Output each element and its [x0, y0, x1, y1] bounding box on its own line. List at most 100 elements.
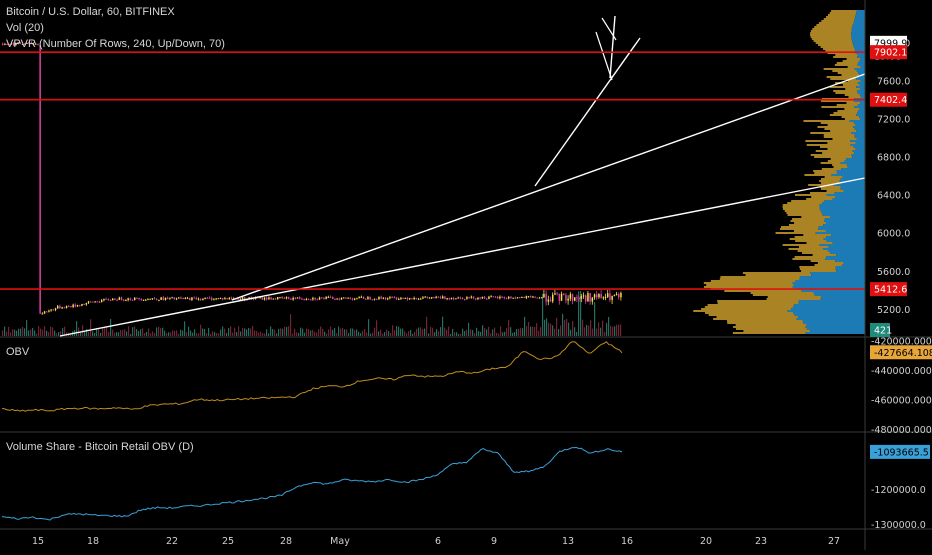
level-tag-bg — [870, 282, 907, 297]
candle-body — [580, 296, 583, 299]
vpvr-row-up — [853, 22, 865, 24]
volume-bar — [352, 328, 354, 336]
candle-body — [384, 297, 387, 300]
candle-body — [41, 313, 44, 315]
candle-body — [94, 301, 96, 303]
candle-body — [398, 298, 400, 300]
vpvr-row-down — [742, 272, 811, 274]
vpvr-row-up — [860, 80, 865, 82]
volume-bar — [614, 326, 616, 336]
volume-bar — [128, 326, 130, 336]
candle-body — [578, 297, 580, 299]
vpvr-row-up — [858, 72, 865, 74]
vol-legend[interactable]: Vol (20) — [6, 22, 44, 34]
vpvr-row-down — [820, 186, 841, 188]
vpvr-row-up — [860, 88, 865, 90]
volume-bar — [30, 329, 32, 336]
vpvr-row-up — [798, 316, 865, 318]
volume-bar — [274, 329, 276, 336]
candle-body — [563, 293, 565, 295]
candle-body — [428, 297, 431, 299]
volume-bar — [472, 330, 474, 336]
vpvr-row-up — [857, 64, 865, 66]
vpvr-row-up — [857, 54, 865, 56]
vpvr-row-up — [850, 144, 865, 146]
volume-bar — [468, 322, 470, 336]
vpvr-row-up — [818, 228, 865, 230]
candle-body — [131, 299, 134, 301]
vpvr-row-up — [801, 290, 865, 292]
volume-bar — [130, 333, 132, 336]
trendline — [609, 15, 616, 79]
candle-body — [208, 297, 211, 299]
vpvr-row-down — [705, 312, 794, 314]
vpvr-legend[interactable]: VPVR (Number Of Rows, 240, Up/Down, 70) — [6, 38, 225, 50]
vpvr-row-down — [829, 12, 857, 14]
obv-tick-label: -420000.0000 — [871, 336, 932, 347]
volume-bar — [114, 332, 116, 336]
candle-body — [105, 298, 107, 300]
vpvr-row-down — [735, 324, 807, 326]
volume-bar — [198, 333, 200, 336]
candle-body — [272, 298, 275, 300]
trendline — [231, 73, 866, 301]
symbol-legend[interactable]: Bitcoin / U.S. Dollar, 60, BITFINEX — [6, 6, 175, 18]
time-tick-label: 22 — [166, 536, 178, 547]
volume-bar — [416, 328, 418, 336]
vpvr-row-down — [820, 178, 841, 180]
volume-bar — [422, 329, 424, 336]
candle-body — [211, 297, 213, 300]
volume-bar — [176, 330, 178, 336]
candle-body — [156, 299, 158, 301]
time-tick-label: 9 — [491, 536, 497, 547]
candle-body — [274, 298, 277, 300]
volume-bar — [100, 332, 102, 336]
vpvr-row-down — [797, 250, 828, 252]
vpvr-row-up — [792, 282, 865, 284]
volume-bar — [450, 333, 452, 336]
volume-bar — [110, 319, 112, 336]
volume-bar — [342, 327, 344, 336]
vpvr-row-down — [804, 174, 832, 176]
candle-body — [497, 296, 499, 299]
vpvr-row-up — [825, 230, 865, 232]
volume-tag: 421 — [870, 323, 892, 337]
volume-bar — [56, 333, 58, 336]
candle-body — [503, 297, 506, 299]
vpvr-row-down — [717, 300, 799, 302]
volume-bar — [358, 331, 360, 336]
volume-bar — [370, 333, 372, 336]
vpvr-row-up — [798, 300, 865, 302]
vpvr-row-up — [859, 108, 865, 110]
obv-legend[interactable]: OBV — [6, 346, 30, 358]
candle-body — [574, 297, 576, 301]
level-tag: 7902.1 — [870, 45, 907, 60]
vpvr-row-down — [802, 252, 831, 254]
candle-body — [547, 299, 550, 302]
share-legend[interactable]: Volume Share - Bitcoin Retail OBV (D) — [6, 441, 194, 453]
volume-bar — [516, 328, 518, 336]
vpvr-row-down — [825, 16, 856, 18]
vpvr-row-down — [707, 304, 795, 306]
candle-body — [332, 296, 334, 300]
volume-bar — [336, 333, 338, 336]
volume-bar — [434, 332, 436, 336]
volume-bar — [264, 333, 266, 336]
candle-body — [180, 297, 182, 299]
trendlines — [59, 15, 866, 337]
volume-bar — [504, 331, 506, 336]
vpvr-row-up — [821, 212, 865, 214]
time-tick-label: 23 — [755, 536, 767, 547]
vpvr-row-up — [799, 278, 865, 280]
volume-bar — [108, 332, 110, 336]
vpvr-row-down — [788, 224, 824, 226]
volume-bar — [20, 328, 22, 336]
volume-bar — [302, 328, 304, 336]
vpvr-row-down — [801, 216, 830, 218]
candle-body — [382, 297, 385, 299]
volume-bar — [556, 317, 558, 336]
candle-body — [37, 43, 39, 46]
vpvr-row-down — [703, 282, 793, 284]
